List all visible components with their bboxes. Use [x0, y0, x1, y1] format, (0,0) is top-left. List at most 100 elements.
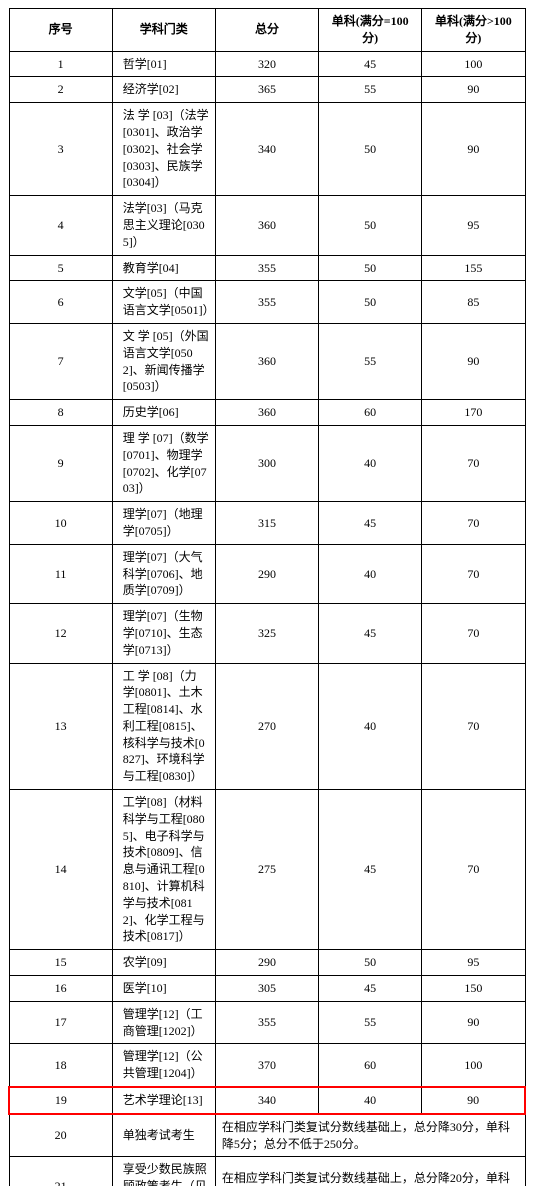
table-row: 5教育学[04]35550155	[9, 255, 525, 281]
cell-sgt100: 90	[422, 1001, 525, 1044]
cell-sgt100: 70	[422, 663, 525, 790]
cell-s100: 50	[319, 281, 422, 324]
table-row: 15农学[09]2905095	[9, 950, 525, 976]
table-row: 20单独考试考生在相应学科门类复试分数线基础上，总分降30分，单科降5分；总分不…	[9, 1114, 525, 1157]
cell-total: 370	[215, 1044, 318, 1087]
cell-subject: 哲学[01]	[112, 51, 215, 77]
cell-s100: 40	[319, 1087, 422, 1114]
cell-sgt100: 90	[422, 1087, 525, 1114]
cell-sgt100: 70	[422, 502, 525, 545]
cell-sgt100: 150	[422, 976, 525, 1002]
table-row: 9理 学 [07]（数学[0701]、物理学[0702]、化学[0703]）30…	[9, 425, 525, 501]
cell-total: 320	[215, 51, 318, 77]
cell-total: 355	[215, 281, 318, 324]
cell-sgt100: 70	[422, 604, 525, 663]
cell-total: 360	[215, 323, 318, 399]
cell-idx: 20	[9, 1114, 112, 1157]
table-row: 17管理学[12]（工商管理[1202]）3555590	[9, 1001, 525, 1044]
cell-sgt100: 85	[422, 281, 525, 324]
cell-total: 340	[215, 1087, 318, 1114]
table-row: 1哲学[01]32045100	[9, 51, 525, 77]
cell-sgt100: 70	[422, 544, 525, 603]
table-row: 4法学[03]（马克思主义理论[0305]）3605095	[9, 196, 525, 255]
header-sgt100: 单科(满分>100分)	[422, 9, 525, 52]
cell-idx: 10	[9, 502, 112, 545]
cell-subject: 文 学 [05]（外国语言文学[0502]、新闻传播学[0503]）	[112, 323, 215, 399]
cell-s100: 45	[319, 976, 422, 1002]
cell-subject: 医学[10]	[112, 976, 215, 1002]
cell-idx: 13	[9, 663, 112, 790]
cell-idx: 5	[9, 255, 112, 281]
cell-sgt100: 95	[422, 950, 525, 976]
cell-idx: 6	[9, 281, 112, 324]
cell-s100: 50	[319, 950, 422, 976]
cell-total: 275	[215, 790, 318, 950]
cell-sgt100: 70	[422, 425, 525, 501]
cell-s100: 40	[319, 663, 422, 790]
cell-total: 300	[215, 425, 318, 501]
cell-subject: 理学[07]（大气科学[0706]、地质学[0709]）	[112, 544, 215, 603]
cell-s100: 50	[319, 196, 422, 255]
cell-idx: 18	[9, 1044, 112, 1087]
cell-s100: 45	[319, 790, 422, 950]
cell-idx: 1	[9, 51, 112, 77]
cell-subject: 历史学[06]	[112, 400, 215, 426]
header-s100: 单科(满分=100分)	[319, 9, 422, 52]
cell-subject: 理学[07]（生物学[0710]、生态学[0713]）	[112, 604, 215, 663]
cell-s100: 40	[319, 425, 422, 501]
table-row: 16医学[10]30545150	[9, 976, 525, 1002]
table-row: 2经济学[02]3655590	[9, 77, 525, 103]
cell-idx: 4	[9, 196, 112, 255]
cell-idx: 9	[9, 425, 112, 501]
table-row: 14工学[08]（材料科学与工程[0805]、电子科学与技术[0809]、信息与…	[9, 790, 525, 950]
cell-s100: 55	[319, 77, 422, 103]
cell-total: 290	[215, 950, 318, 976]
cell-s100: 40	[319, 544, 422, 603]
header-subject: 学科门类	[112, 9, 215, 52]
cell-note: 在相应学科门类复试分数线基础上，总分降20分，单科降5分；总分不低于250分。	[215, 1157, 525, 1186]
cell-idx: 15	[9, 950, 112, 976]
cell-total: 315	[215, 502, 318, 545]
cell-total: 360	[215, 196, 318, 255]
cell-subject: 单独考试考生	[112, 1114, 215, 1157]
table-row: 6文学[05]（中国语言文学[0501]）3555085	[9, 281, 525, 324]
table-row: 8历史学[06]36060170	[9, 400, 525, 426]
cell-idx: 11	[9, 544, 112, 603]
table-row: 3法 学 [03]（法学[0301]、政治学[0302]、社会学[0303]、民…	[9, 103, 525, 196]
table-row: 13工 学 [08]（力 学[0801]、土木工程[0814]、水利工程[081…	[9, 663, 525, 790]
cell-total: 365	[215, 77, 318, 103]
cell-subject: 享受少数民族照顾政策考生（见备注）	[112, 1157, 215, 1186]
cell-s100: 55	[319, 1001, 422, 1044]
cell-sgt100: 170	[422, 400, 525, 426]
table-row: 18管理学[12]（公共管理[1204]）37060100	[9, 1044, 525, 1087]
cell-total: 360	[215, 400, 318, 426]
cell-subject: 管理学[12]（公共管理[1204]）	[112, 1044, 215, 1087]
cell-idx: 8	[9, 400, 112, 426]
cell-idx: 2	[9, 77, 112, 103]
cell-s100: 50	[319, 103, 422, 196]
cell-sgt100: 90	[422, 77, 525, 103]
table-row: 11理学[07]（大气科学[0706]、地质学[0709]）2904070	[9, 544, 525, 603]
cell-total: 355	[215, 1001, 318, 1044]
cell-sgt100: 70	[422, 790, 525, 950]
cell-subject: 教育学[04]	[112, 255, 215, 281]
cell-idx: 19	[9, 1087, 112, 1114]
cell-subject: 管理学[12]（工商管理[1202]）	[112, 1001, 215, 1044]
cell-sgt100: 95	[422, 196, 525, 255]
cell-total: 290	[215, 544, 318, 603]
cell-idx: 7	[9, 323, 112, 399]
table-row: 19艺术学理论[13]3404090	[9, 1087, 525, 1114]
cell-subject: 法 学 [03]（法学[0301]、政治学[0302]、社会学[0303]、民族…	[112, 103, 215, 196]
cell-idx: 21	[9, 1157, 112, 1186]
cell-idx: 3	[9, 103, 112, 196]
cell-s100: 45	[319, 604, 422, 663]
cell-idx: 14	[9, 790, 112, 950]
header-total: 总分	[215, 9, 318, 52]
cell-subject: 艺术学理论[13]	[112, 1087, 215, 1114]
table-row: 21享受少数民族照顾政策考生（见备注）在相应学科门类复试分数线基础上，总分降20…	[9, 1157, 525, 1186]
cell-sgt100: 90	[422, 323, 525, 399]
cell-sgt100: 155	[422, 255, 525, 281]
cell-subject: 法学[03]（马克思主义理论[0305]）	[112, 196, 215, 255]
cell-subject: 农学[09]	[112, 950, 215, 976]
cell-subject: 工 学 [08]（力 学[0801]、土木工程[0814]、水利工程[0815]…	[112, 663, 215, 790]
